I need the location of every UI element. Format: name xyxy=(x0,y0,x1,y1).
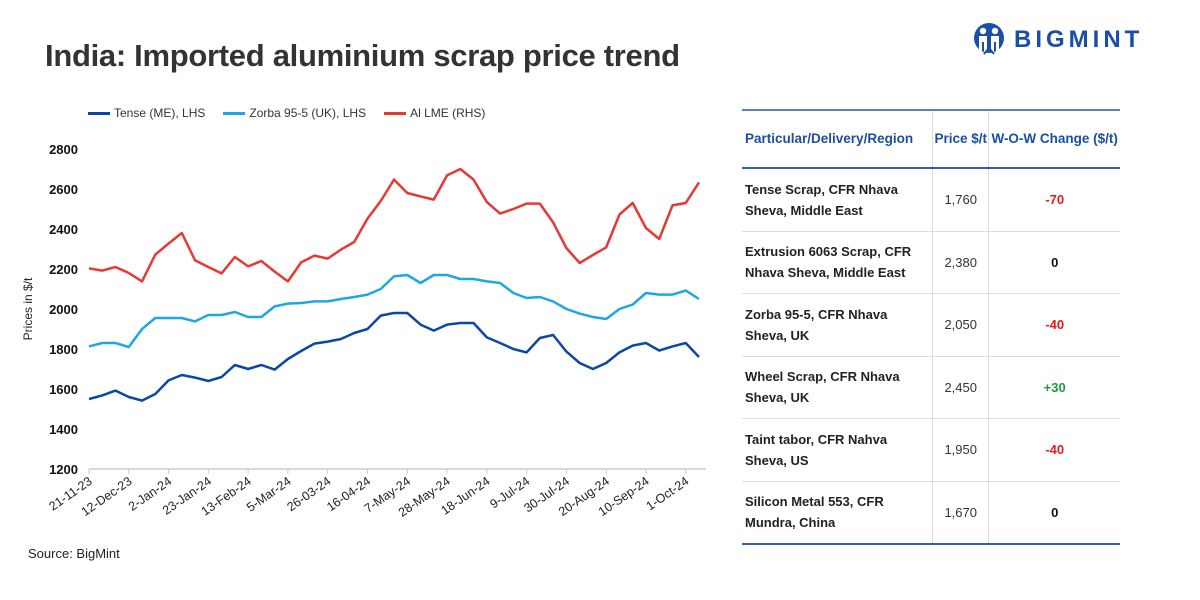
legend-label: Tense (ME), LHS xyxy=(114,106,206,120)
header-particular: Particular/Delivery/Region xyxy=(742,109,933,169)
cell-change: +30 xyxy=(988,356,1120,419)
source-note: Source: BigMint xyxy=(28,546,120,561)
logo-icon xyxy=(974,23,1004,55)
bigmint-logo: BIGMINT xyxy=(972,22,1143,58)
header-price: Price $/t xyxy=(931,109,989,169)
table-row: Tense Scrap, CFR Nhava Sheva, Middle Eas… xyxy=(742,168,1120,232)
logo-text: BIGMINT xyxy=(1014,26,1144,53)
cell-particular: Zorba 95-5, CFR Nhava Sheva, UK xyxy=(742,293,933,357)
y-tick-label: 1200 xyxy=(49,462,78,477)
legend-item: Al LME (RHS) xyxy=(384,106,485,120)
cell-price: 1,670 xyxy=(931,481,989,545)
table-row: Taint tabor, CFR Nahva Sheva, US 1,950 -40 xyxy=(742,418,1120,482)
y-tick-label: 2600 xyxy=(49,182,78,197)
legend-item: Zorba 95-5 (UK), LHS xyxy=(223,106,366,120)
cell-price: 2,050 xyxy=(931,293,989,357)
series-line-1 xyxy=(88,273,700,349)
cell-price: 1,760 xyxy=(931,168,989,232)
chart-legend: Tense (ME), LHS Zorba 95-5 (UK), LHS Al … xyxy=(88,106,485,120)
legend-swatch xyxy=(384,111,407,115)
cell-particular: Taint tabor, CFR Nahva Sheva, US xyxy=(742,418,933,482)
x-tick-label: 1-Oct-24 xyxy=(644,474,692,513)
y-axis-label: Prices in $/t xyxy=(21,277,35,340)
y-tick-label: 2400 xyxy=(49,222,78,237)
cell-change: -40 xyxy=(988,418,1120,482)
page-title: India: Imported aluminium scrap price tr… xyxy=(45,38,680,73)
y-tick-label: 2800 xyxy=(49,142,78,157)
line-chart: Prices in $/t 1200 1400 1600 1800 2000 2200 24… xyxy=(21,142,706,520)
y-tick-label: 2000 xyxy=(49,302,78,317)
cell-particular: Tense Scrap, CFR Nhava Sheva, Middle Eas… xyxy=(742,168,933,232)
table-row: Zorba 95-5, CFR Nhava Sheva, UK 2,050 -40 xyxy=(742,293,1120,357)
legend-label: Zorba 95-5 (UK), LHS xyxy=(249,106,367,120)
y-tick-label: 1400 xyxy=(49,422,78,437)
table-row: Extrusion 6063 Scrap, CFR Nhava Sheva, M… xyxy=(742,231,1120,294)
table-row: Wheel Scrap, CFR Nhava Sheva, UK 2,450 +30 xyxy=(742,356,1120,419)
table-row: Silicon Metal 553, CFR Mundra, China 1,67… xyxy=(742,481,1120,545)
series-line-2 xyxy=(88,167,701,283)
cell-price: 2,450 xyxy=(931,356,989,419)
cell-price: 2,380 xyxy=(931,231,989,294)
cell-particular: Silicon Metal 553, CFR Mundra, China xyxy=(742,481,933,545)
cell-particular: Extrusion 6063 Scrap, CFR Nhava Sheva, M… xyxy=(742,231,933,294)
x-tick-label: 5-Mar-24 xyxy=(244,474,294,515)
x-tick-label: 26-03-24 xyxy=(284,474,333,514)
legend-swatch xyxy=(223,111,246,115)
y-tick-label: 2200 xyxy=(49,262,78,277)
y-tick-label: 1600 xyxy=(49,382,78,397)
cell-change: -40 xyxy=(988,293,1120,357)
cell-change: 0 xyxy=(988,481,1120,545)
legend-label: Al LME (RHS) xyxy=(410,106,486,120)
cell-particular: Wheel Scrap, CFR Nhava Sheva, UK xyxy=(742,356,933,419)
legend-swatch xyxy=(88,111,110,115)
cell-change: -70 xyxy=(988,168,1120,232)
cell-change: 0 xyxy=(988,231,1120,294)
header-change: W-O-W Change ($/t) xyxy=(988,109,1120,169)
cell-price: 1,950 xyxy=(931,418,989,482)
y-tick-label: 1800 xyxy=(49,342,78,357)
series-line-0 xyxy=(88,311,700,402)
legend-item: Tense (ME), LHS xyxy=(88,106,205,120)
price-table: Particular/Delivery/Region Price $/t W-O… xyxy=(742,109,1120,545)
